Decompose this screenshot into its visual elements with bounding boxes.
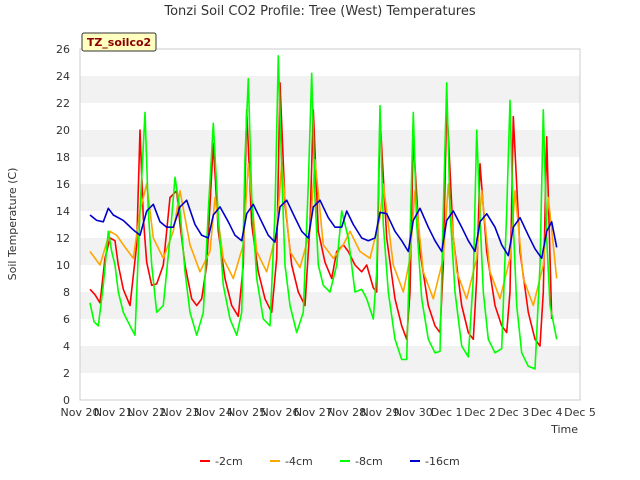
series-line--8cm — [89, 54, 558, 370]
x-tick-label: Nov 23 — [161, 406, 200, 419]
series-lines — [89, 54, 558, 370]
y-tick-label: 8 — [63, 286, 70, 299]
y-tick-label: 24 — [56, 70, 70, 83]
x-tick-label: Dec 1 — [431, 406, 463, 419]
x-tick-label: Nov 27 — [294, 406, 333, 419]
series-badge: TZ_soilco2 — [81, 32, 157, 52]
y-tick-label: 20 — [56, 124, 70, 137]
x-tick-label: Dec 5 — [564, 406, 596, 419]
x-tick-label: Nov 30 — [394, 406, 433, 419]
legend-label: -16cm — [425, 455, 460, 468]
x-tick-label: Nov 28 — [327, 406, 366, 419]
legend-label: -2cm — [215, 455, 243, 468]
y-tick-label: 4 — [63, 340, 70, 353]
chart-title: Tonzi Soil CO2 Profile: Tree (West) Temp… — [163, 4, 476, 19]
x-tick-label: Dec 4 — [531, 406, 563, 419]
badge-text: TZ_soilco2 — [87, 36, 151, 49]
y-tick-label: 14 — [56, 205, 70, 218]
grid-bands — [80, 76, 580, 373]
y-tick-label: 0 — [63, 394, 70, 407]
grid-band — [80, 130, 580, 157]
y-tick-label: 18 — [56, 151, 70, 164]
x-tick-label: Nov 22 — [127, 406, 166, 419]
y-tick-label: 26 — [56, 43, 70, 56]
x-tick-label: Nov 21 — [94, 406, 133, 419]
y-tick-label: 10 — [56, 259, 70, 272]
legend: -2cm -4cm -8cm -16cm — [200, 455, 460, 468]
x-tick-label: Nov 25 — [227, 406, 266, 419]
y-tick-label: 12 — [56, 232, 70, 245]
legend-label: -8cm — [355, 455, 383, 468]
y-tick-label: 6 — [63, 313, 70, 326]
y-axis-label: Soil Temperature (C) — [6, 168, 19, 281]
plot-frame — [79, 48, 581, 401]
x-tick-label: Nov 26 — [261, 406, 300, 419]
legend-label: -4cm — [285, 455, 313, 468]
x-axis-label: Time — [550, 423, 578, 436]
grid-band — [80, 76, 580, 103]
x-tick-label: Dec 3 — [497, 406, 529, 419]
x-tick-label: Nov 24 — [194, 406, 233, 419]
x-tick-label: Nov 20 — [61, 406, 100, 419]
grid-band — [80, 346, 580, 373]
x-tick-label: Nov 29 — [361, 406, 400, 419]
series-line--16cm — [89, 199, 558, 260]
x-tick-label: Dec 2 — [464, 406, 496, 419]
y-tick-label: 2 — [63, 367, 70, 380]
y-tick-label: 16 — [56, 178, 70, 191]
y-tick-label: 22 — [56, 97, 70, 110]
grid-band — [80, 184, 580, 211]
